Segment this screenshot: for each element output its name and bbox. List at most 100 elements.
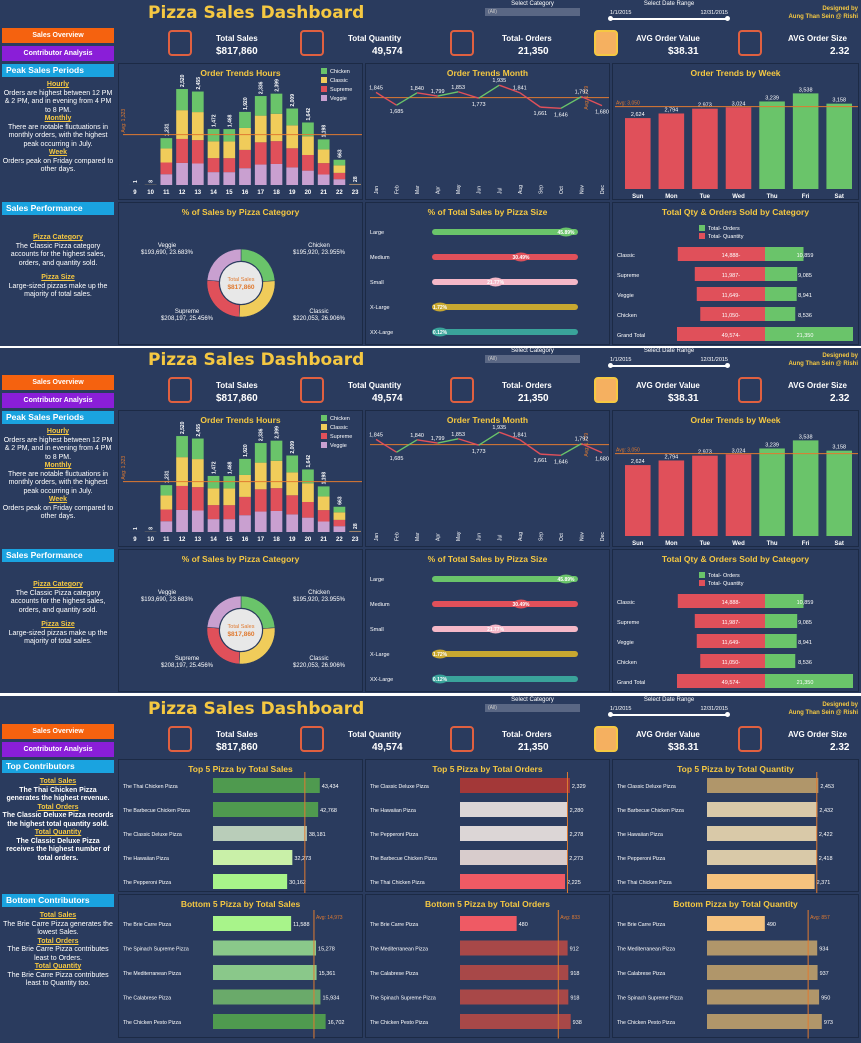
category-select[interactable]: (All) (485, 8, 580, 16)
qty-quantity-label: 11,987- (722, 620, 740, 626)
month-point-label: 1,661 (533, 458, 547, 464)
hours-tick-label: 9 (133, 190, 137, 196)
hours-bar-label: 1,642 (306, 108, 312, 121)
qty-orders-bar (765, 327, 853, 341)
date-end: 12/31/2015 (700, 706, 728, 712)
nav-contributor-analysis-button[interactable]: Contributor Analysis (2, 46, 114, 61)
category-pie-panel: % of Sales by Pizza Category Total Sales… (118, 549, 363, 692)
hours-bar-label: 2,336 (259, 428, 265, 441)
date-start: 1/1/2015 (610, 10, 632, 16)
category-title: Pizza Category (33, 581, 83, 588)
qty-orders-bar (765, 674, 853, 688)
date-end: 12/31/2015 (700, 357, 728, 363)
top-sales-chart: The Thai Chicken Pizza 43,434 The Barbecue… (123, 772, 339, 893)
hbar-value-label: 918 (570, 971, 579, 977)
hbar-category-label: The Barbecue Chicken Pizza (370, 856, 437, 862)
monthly-text: There are notable fluctuations in monthl… (7, 123, 108, 148)
qty-category-label: Supreme (617, 620, 639, 626)
hbar-bar (213, 826, 307, 841)
hours-legend-swatch (321, 86, 327, 92)
bottom-qty-chart: The Brie Carre Pizza 490 The Mediterranean… (617, 910, 833, 1039)
size-track (432, 304, 578, 310)
month-point-label: 1,845 (369, 432, 383, 438)
hours-bar-segment (317, 149, 330, 164)
week-bar-label: 3,158 (832, 445, 846, 451)
hbar-bar (460, 1014, 571, 1029)
designed-by-label: Designed by (822, 6, 858, 12)
peak-sales-notes: Hourly Orders are highest between 12 PM … (2, 78, 114, 200)
hours-bar-segment (254, 511, 267, 532)
money-bag-icon (168, 377, 192, 403)
month-line-segment (499, 431, 521, 441)
hours-bar-segment (302, 469, 314, 484)
hbar-category-label: The Chicken Pesto Pizza (617, 1020, 675, 1026)
category-title: Pizza Category (33, 234, 83, 241)
hours-bar-segment (239, 168, 251, 185)
hbar-value-label: 2,418 (819, 856, 833, 862)
qty-category-label: Grand Total (617, 333, 645, 339)
month-tick-label: Oct (559, 186, 565, 194)
nav-contributor-analysis-button[interactable]: Contributor Analysis (2, 393, 114, 408)
month-line-segment (478, 84, 500, 99)
date-range-slider[interactable] (608, 712, 730, 717)
hbar-value-label: 2,280 (570, 808, 584, 814)
month-line-segment (457, 438, 479, 446)
kpi-label: Total Quantity (348, 381, 402, 390)
hours-bar-segment (286, 472, 299, 496)
qty-category-label: Supreme (617, 273, 639, 279)
month-tick-label: Apr (436, 533, 442, 541)
qty-quantity-bar (700, 654, 765, 668)
qty-quantity-label: 49,574- (722, 680, 741, 686)
month-point-label: 1,773 (472, 102, 486, 108)
month-point-label: 1,799 (431, 436, 445, 442)
peak-sales-heading: Peak Sales Periods (2, 64, 114, 77)
hours-bar-segment (191, 140, 204, 164)
hbar-bar (213, 874, 288, 889)
hbar-value-label: 490 (767, 922, 776, 928)
month-line-segment (519, 439, 541, 455)
category-filter[interactable]: Select Category (All) (485, 1, 580, 16)
hours-bar-segment (207, 158, 220, 173)
week-bar (826, 450, 852, 536)
pie-slice-name: Supreme (175, 656, 200, 662)
week-bar (692, 455, 718, 536)
nav-sales-overview-button[interactable]: Sales Overview (2, 724, 114, 739)
category-pie-chart: Total Sales$817,860 Chicken$195,920, 23.9… (141, 243, 346, 322)
qty-orders-label: 10,859 (797, 600, 814, 606)
hours-bar-segment (302, 501, 314, 518)
kpi-value: $817,860 (216, 46, 258, 57)
nav-sales-overview-button[interactable]: Sales Overview (2, 28, 114, 43)
qty-category-label: Veggie (617, 640, 634, 646)
hours-tick-label: 22 (336, 537, 343, 543)
qty-legend-swatch (699, 572, 705, 578)
top-qty-title: Total Quantity (34, 829, 82, 836)
hbar-value-label: 16,702 (328, 1020, 345, 1026)
qty-orders-label: 8,941 (798, 293, 812, 299)
hbar-category-label: The Calabrese Pizza (370, 971, 418, 977)
category-select[interactable]: (All) (485, 355, 580, 363)
hours-tick-label: 16 (242, 190, 249, 196)
hours-tick-label: 19 (289, 537, 296, 543)
hours-legend-label: Classic (330, 78, 348, 84)
month-line-segment (581, 442, 603, 454)
week-tick-label: Tue (700, 541, 711, 547)
date-range-slider[interactable] (608, 16, 730, 21)
date-range-filter[interactable]: Select Date Range 1/1/2015 12/31/2015 (608, 697, 730, 717)
qty-orders-label: 8,536 (798, 313, 812, 319)
designer-credit: Designed by Aung Than Sein @ Rishi (788, 701, 858, 717)
week-bar-label: 3,239 (765, 95, 779, 101)
sales-performance-notes: Pizza Category The Classic Pizza categor… (2, 563, 114, 693)
hours-bar-segment (160, 521, 173, 532)
category-filter[interactable]: Select Category (All) (485, 697, 580, 712)
kpi-label: AVG Order Size (788, 34, 847, 43)
date-range-slider[interactable] (608, 363, 730, 368)
date-range-filter[interactable]: Select Date Range 1/1/2015 12/31/2015 (608, 1, 730, 21)
kpi-value: 49,574 (372, 393, 403, 404)
week-chart-title: Order Trends by Week (690, 68, 781, 78)
category-select[interactable]: (All) (485, 704, 580, 712)
date-range-filter[interactable]: Select Date Range 1/1/2015 12/31/2015 (608, 348, 730, 368)
nav-contributor-analysis-button[interactable]: Contributor Analysis (2, 742, 114, 757)
category-filter[interactable]: Select Category (All) (485, 348, 580, 363)
bottom-orders-text: The Brie Carre Pizza contributes least t… (7, 946, 109, 962)
nav-sales-overview-button[interactable]: Sales Overview (2, 375, 114, 390)
